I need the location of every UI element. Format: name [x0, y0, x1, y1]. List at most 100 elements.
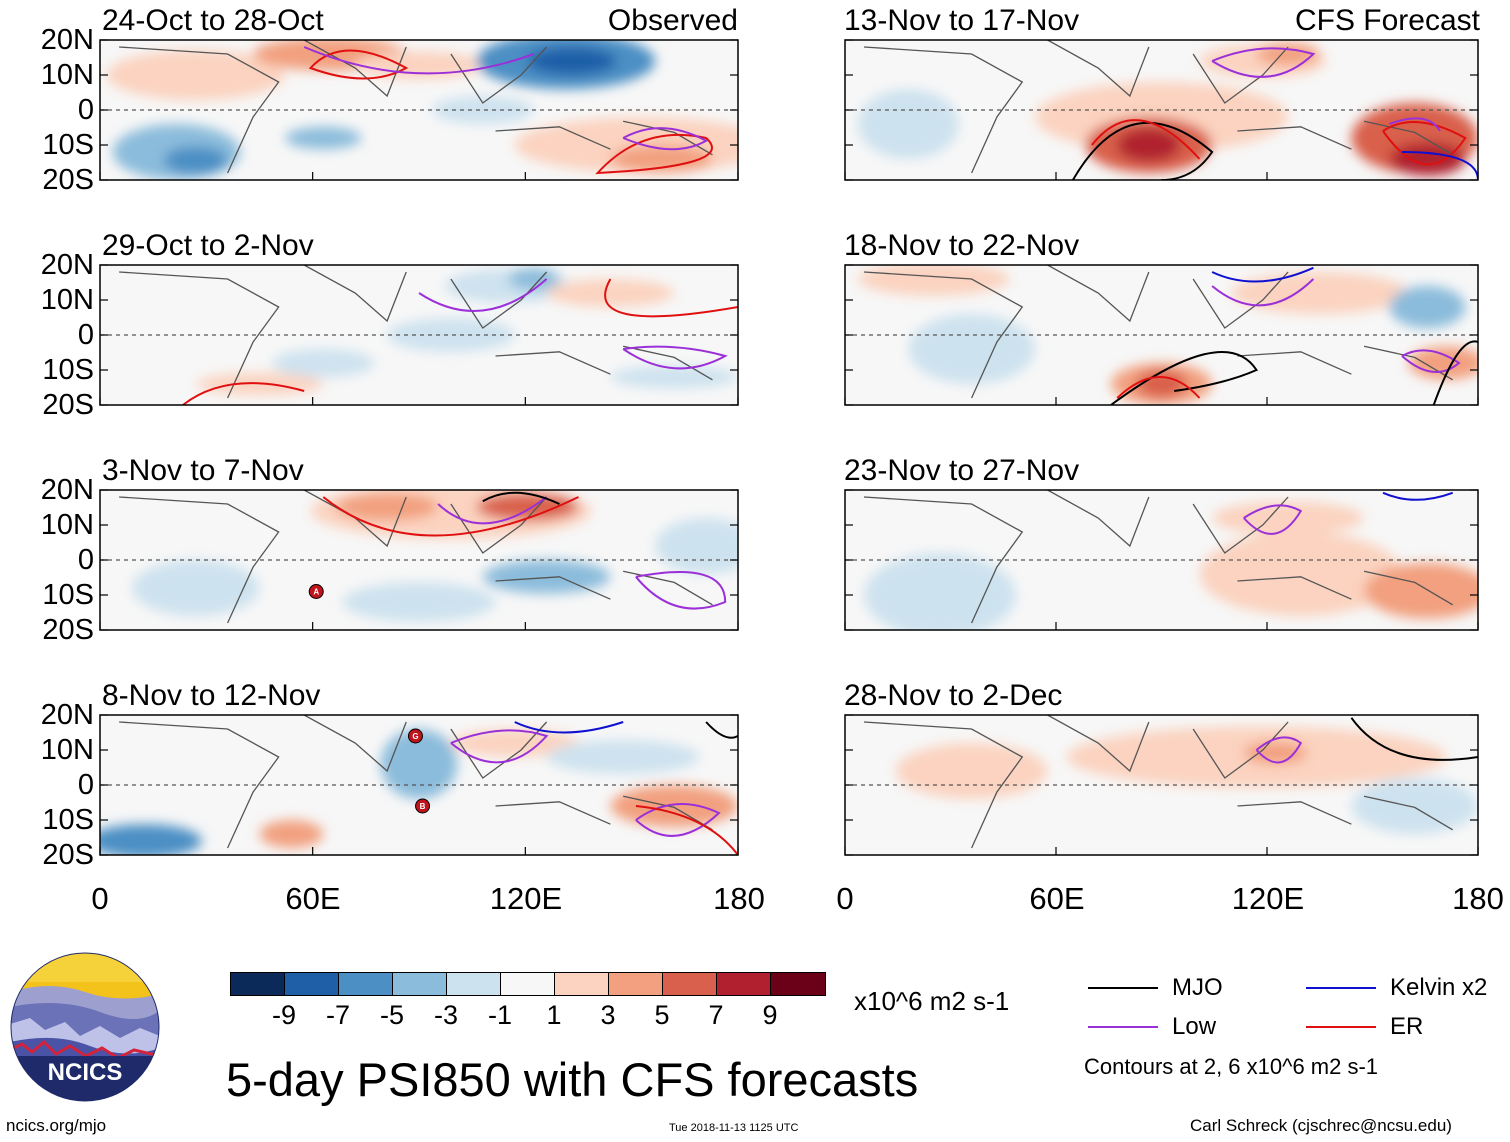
colorbar-swatch: [447, 973, 501, 995]
contour-line: [482, 491, 560, 505]
coastline: [863, 490, 1454, 624]
colorbar-swatch: [555, 973, 609, 995]
contour-line: [1116, 376, 1201, 399]
colorbar-swatch: [285, 973, 339, 995]
contour-line: [1401, 349, 1461, 373]
lon-label-120e: 120E: [489, 881, 563, 916]
colorbar-swatch: [771, 973, 825, 995]
lon-label-0: 0: [91, 881, 109, 916]
contour-line: [418, 278, 548, 312]
logo-text: NCICS: [48, 1059, 123, 1086]
lat-label-20n: 20N: [40, 249, 94, 281]
lon-label-60e: 60E: [285, 881, 341, 916]
lat-label-10s: 10S: [42, 804, 94, 836]
panel-title-2: 29-Oct to 2-Nov: [102, 229, 314, 262]
lon-label-60e: 60E: [1029, 881, 1085, 916]
colorbar-tick-label: 1: [546, 1000, 562, 1030]
contour-line: [1401, 151, 1478, 180]
anomaly-region: [895, 743, 1048, 799]
colorbar-swatch: [717, 973, 771, 995]
colorbar-tick-label: 5: [654, 1000, 670, 1030]
contour-line: [1382, 491, 1454, 501]
colorbar-tick-label: -5: [379, 1000, 405, 1030]
legend-label-kelvin: Kelvin x2: [1390, 974, 1488, 1001]
anomaly-region: [1199, 532, 1403, 616]
lon-label-0: 0: [836, 881, 854, 916]
lat-label-0: 0: [77, 94, 94, 126]
coastline: [119, 40, 713, 174]
contour-line: [635, 803, 721, 837]
colorbar-units: x10^6 m2 s-1: [854, 986, 1010, 1016]
storm-marker: A: [308, 584, 324, 599]
colorbar-swatch: [339, 973, 393, 995]
coastline: [119, 265, 713, 399]
contour-line: [622, 345, 728, 370]
anomaly-region: [546, 279, 675, 307]
panel-title-8: 28-Nov to 2-Dec: [844, 679, 1063, 712]
anomaly-region: [610, 365, 738, 389]
anomaly-region: [857, 89, 959, 159]
contour-line: [635, 571, 727, 610]
lat-label-20n: 20N: [40, 24, 94, 56]
lat-label-0: 0: [77, 544, 94, 576]
contour-line: [450, 729, 549, 764]
contour-line: [1389, 117, 1441, 132]
colorbar: [230, 972, 826, 996]
lat-label-20n: 20N: [40, 699, 94, 731]
anomaly-region: [1389, 286, 1466, 328]
lat-label-0: 0: [77, 769, 94, 801]
contour-line: [1091, 119, 1201, 160]
coastline: [863, 40, 1454, 174]
lat-label-10s: 10S: [42, 354, 94, 386]
lat-label-20s: 20S: [42, 614, 94, 646]
anomaly-region: [1364, 562, 1478, 619]
coastline: [863, 265, 1454, 399]
footer-url[interactable]: ncics.org/mjo: [6, 1116, 107, 1135]
contour-line: [705, 721, 738, 739]
anomaly-region: [1136, 370, 1187, 398]
lat-label-20s: 20S: [42, 839, 94, 871]
contour-note: Contours at 2, 6 x10^6 m2 s-1: [1084, 1054, 1379, 1079]
colorbar-tick-label: -7: [325, 1000, 351, 1030]
anomaly-region: [610, 145, 713, 173]
map-panel: [844, 264, 1479, 406]
anomaly-region: [610, 785, 738, 827]
map-panel: [99, 264, 739, 406]
legend-label-mjo: MJO: [1172, 974, 1223, 1001]
anomaly-region: [259, 820, 324, 848]
anomaly-region: [1117, 128, 1181, 162]
anomaly-region: [908, 314, 1035, 384]
lat-label-10n: 10N: [40, 284, 94, 316]
colorbar-tick-label: 7: [708, 1000, 724, 1030]
colorbar-swatch: [663, 973, 717, 995]
storm-marker: B: [415, 798, 431, 814]
colorbar-swatch: [231, 973, 285, 995]
panel-title-5: 13-Nov to 17-Nov: [844, 4, 1080, 37]
map-panel: [844, 489, 1479, 631]
contour-line: [437, 496, 548, 525]
contour-line: [182, 382, 305, 405]
svg-text:G: G: [412, 732, 418, 741]
contour-line: [604, 278, 738, 318]
anomaly-region: [476, 492, 579, 521]
anomaly-region: [355, 51, 483, 80]
lat-label-20s: 20S: [42, 389, 94, 421]
ncics-logo: NCICS: [10, 952, 160, 1102]
panel-title-1: 24-Oct to 28-Oct: [102, 4, 324, 37]
contour-line: [1211, 266, 1314, 283]
contour-line: [1211, 278, 1315, 307]
legend-line-mjo: [1088, 987, 1158, 989]
coastline: [863, 715, 1454, 849]
contour-line: [514, 721, 624, 734]
lat-label-10n: 10N: [40, 59, 94, 91]
observed-label: Observed: [607, 4, 738, 37]
legend-label-low: Low: [1172, 1013, 1217, 1040]
panel-title-4: 8-Nov to 12-Nov: [102, 679, 321, 712]
anomaly-region: [1212, 501, 1365, 535]
anomaly-region: [272, 349, 375, 377]
contour-line: [1110, 350, 1258, 405]
panel-title-7: 23-Nov to 27-Nov: [844, 454, 1080, 487]
svg-text:B: B: [420, 802, 426, 811]
legend-line-low: [1088, 1026, 1158, 1028]
anomaly-region: [342, 582, 496, 622]
